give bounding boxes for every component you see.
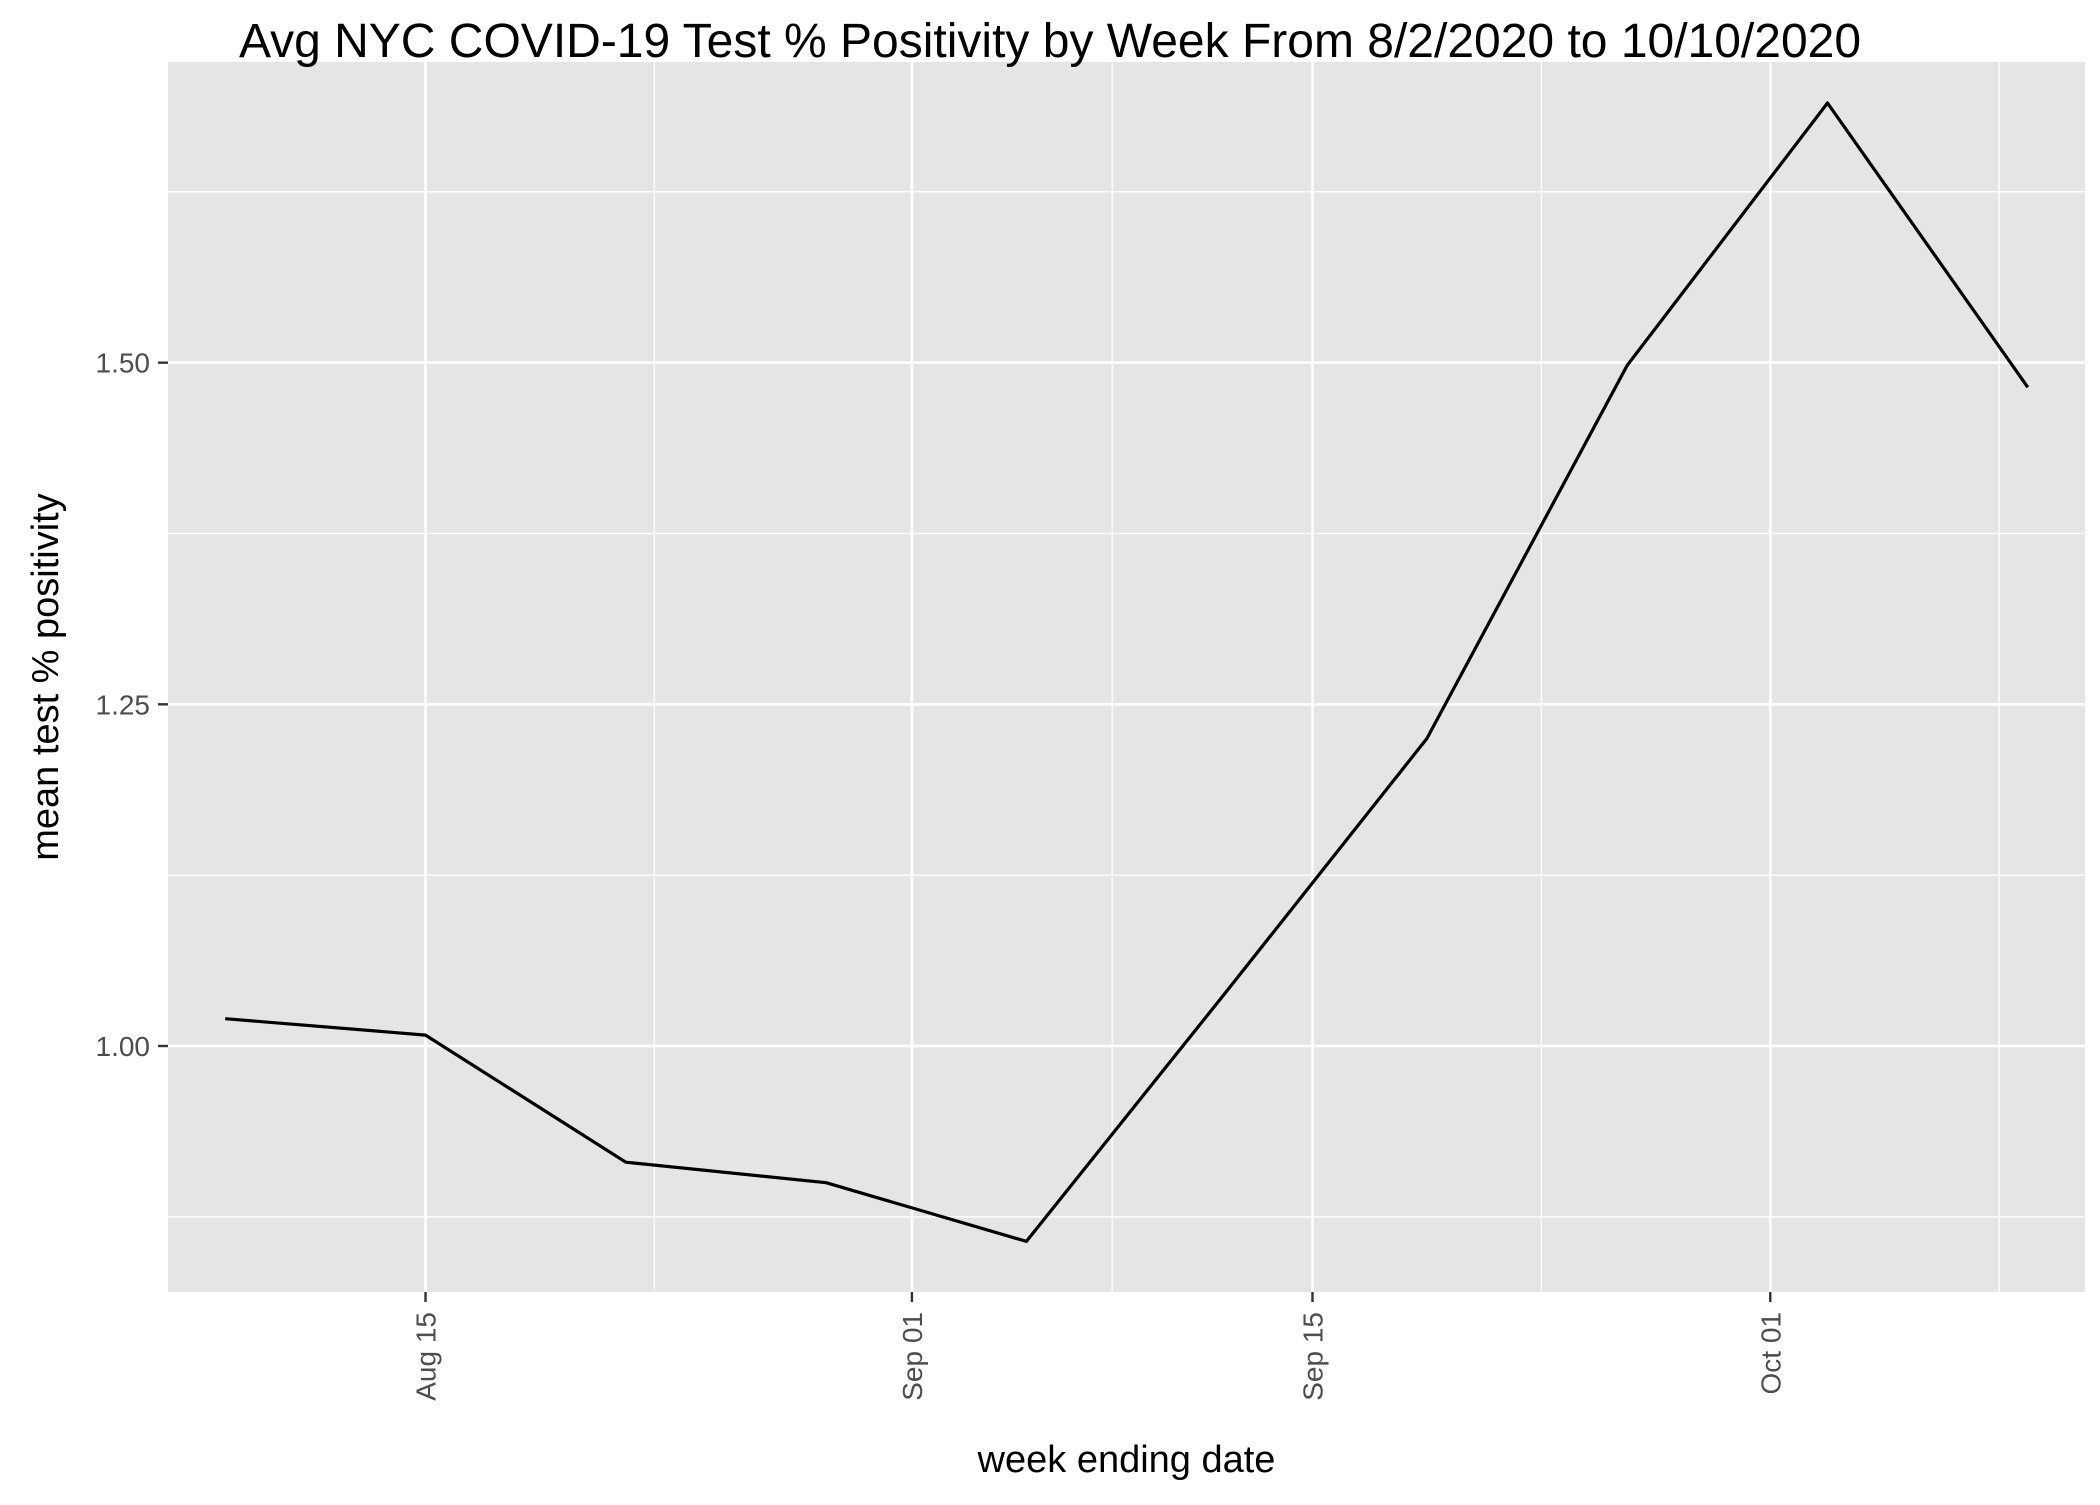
plot-panel: [168, 62, 2085, 1292]
series-layer: [225, 101, 2030, 1244]
series-line: [225, 101, 2030, 1244]
y-tick-label: 1.25: [96, 689, 151, 720]
minor-gridlines: [168, 62, 2085, 1292]
chart-title: Avg NYC COVID-19 Test % Positivity by We…: [238, 15, 1862, 68]
axes-layer: Aug 15 Sep 01 Sep 15 Oct 01 1.00 1.25 1.50: [96, 348, 1787, 1401]
y-axis-label: mean test % positivity: [25, 493, 67, 860]
x-tick-label: Aug 15: [411, 1312, 442, 1401]
x-tick-label: Sep 01: [897, 1312, 928, 1401]
x-tick-label: Sep 15: [1297, 1312, 1328, 1401]
y-tick-label: 1.00: [96, 1031, 151, 1062]
x-axis-label: week ending date: [977, 1439, 1276, 1481]
x-tick-label: Oct 01: [1755, 1312, 1786, 1394]
y-tick-label: 1.50: [96, 348, 151, 379]
major-gridlines: [168, 62, 2085, 1292]
